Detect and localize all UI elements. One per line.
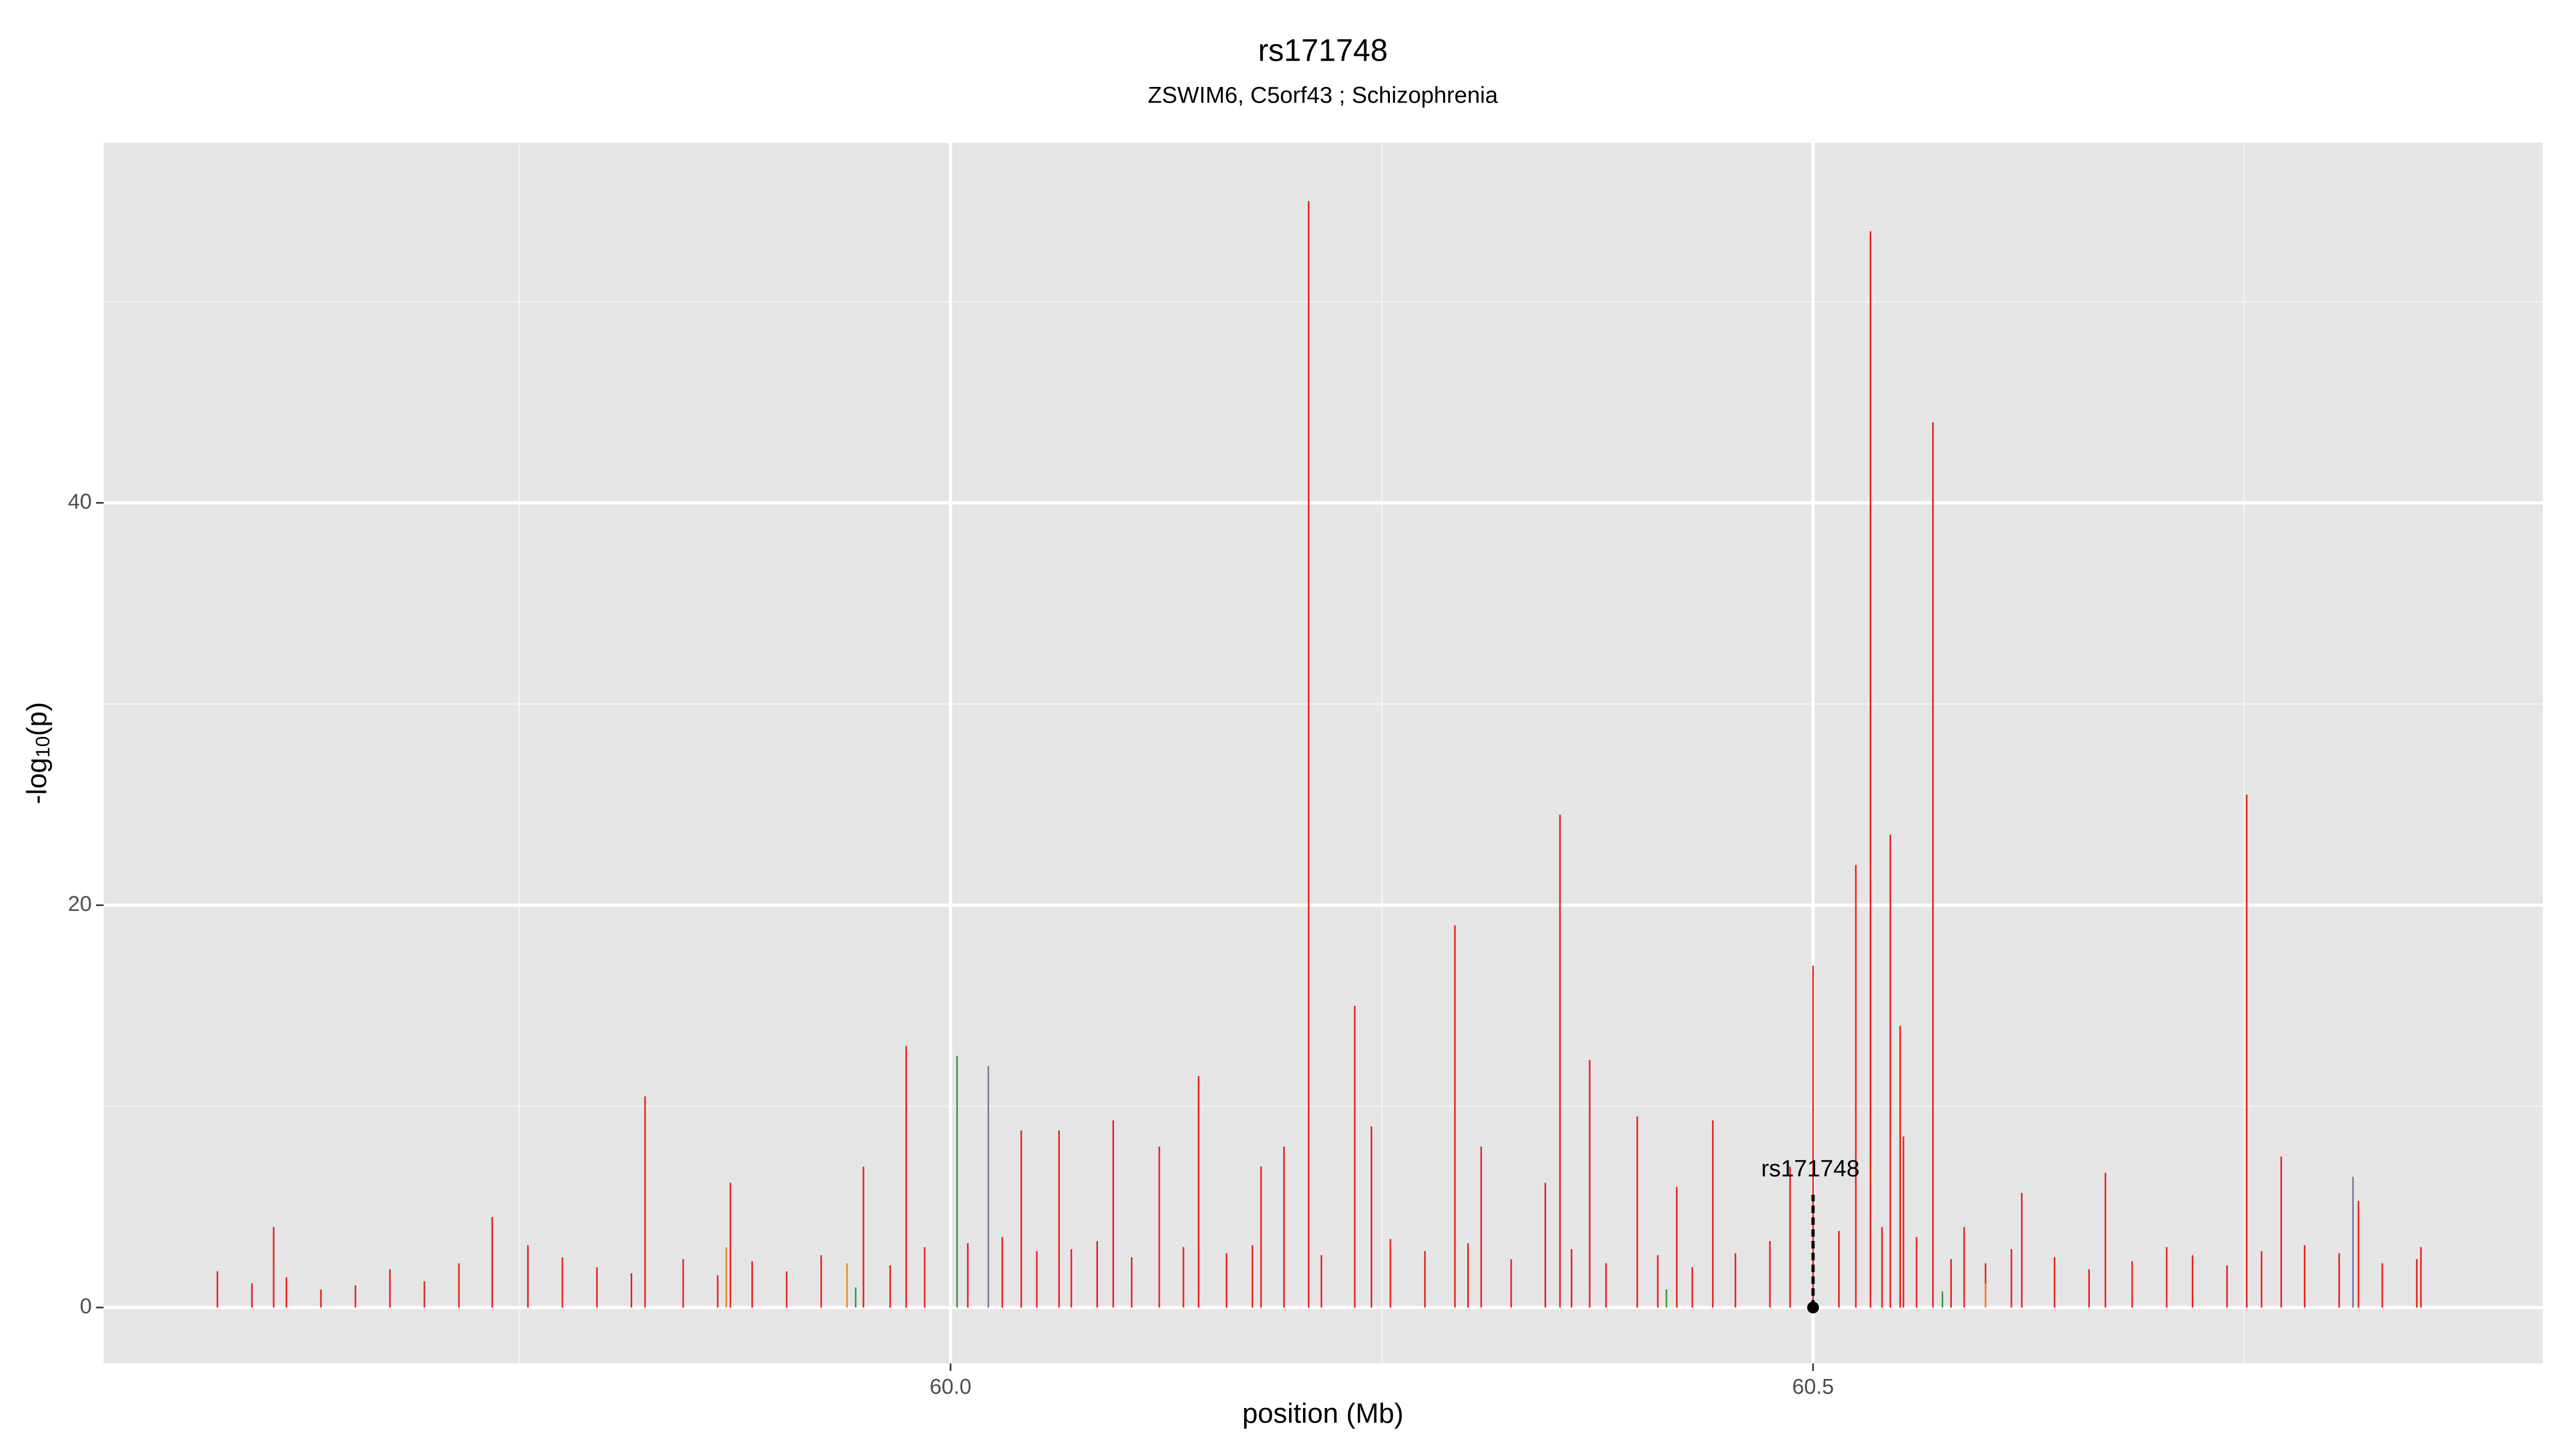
y-label-part: (p) [21,702,53,736]
x-axis-label: position (Mb) [1242,1398,1404,1429]
y-tick-label: 40 [68,490,92,513]
y-label-sub: 10 [32,736,54,757]
y-label-part: -log [21,757,53,804]
x-tick-label: 60.0 [930,1375,971,1399]
lead-snp-point [1807,1301,1819,1314]
annotation-label: rs171748 [1761,1155,1860,1181]
y-axis-label: -log10(p) [21,702,54,804]
chart-subtitle: ZSWIM6, C5orf43 ; Schizophrenia [1148,82,1498,108]
y-tick-label: 20 [68,892,92,916]
y-tick-label: 0 [80,1294,92,1318]
x-tick-label: 60.5 [1792,1375,1834,1399]
chart-title: rs171748 [1258,33,1388,68]
plot-panel [104,143,2543,1363]
